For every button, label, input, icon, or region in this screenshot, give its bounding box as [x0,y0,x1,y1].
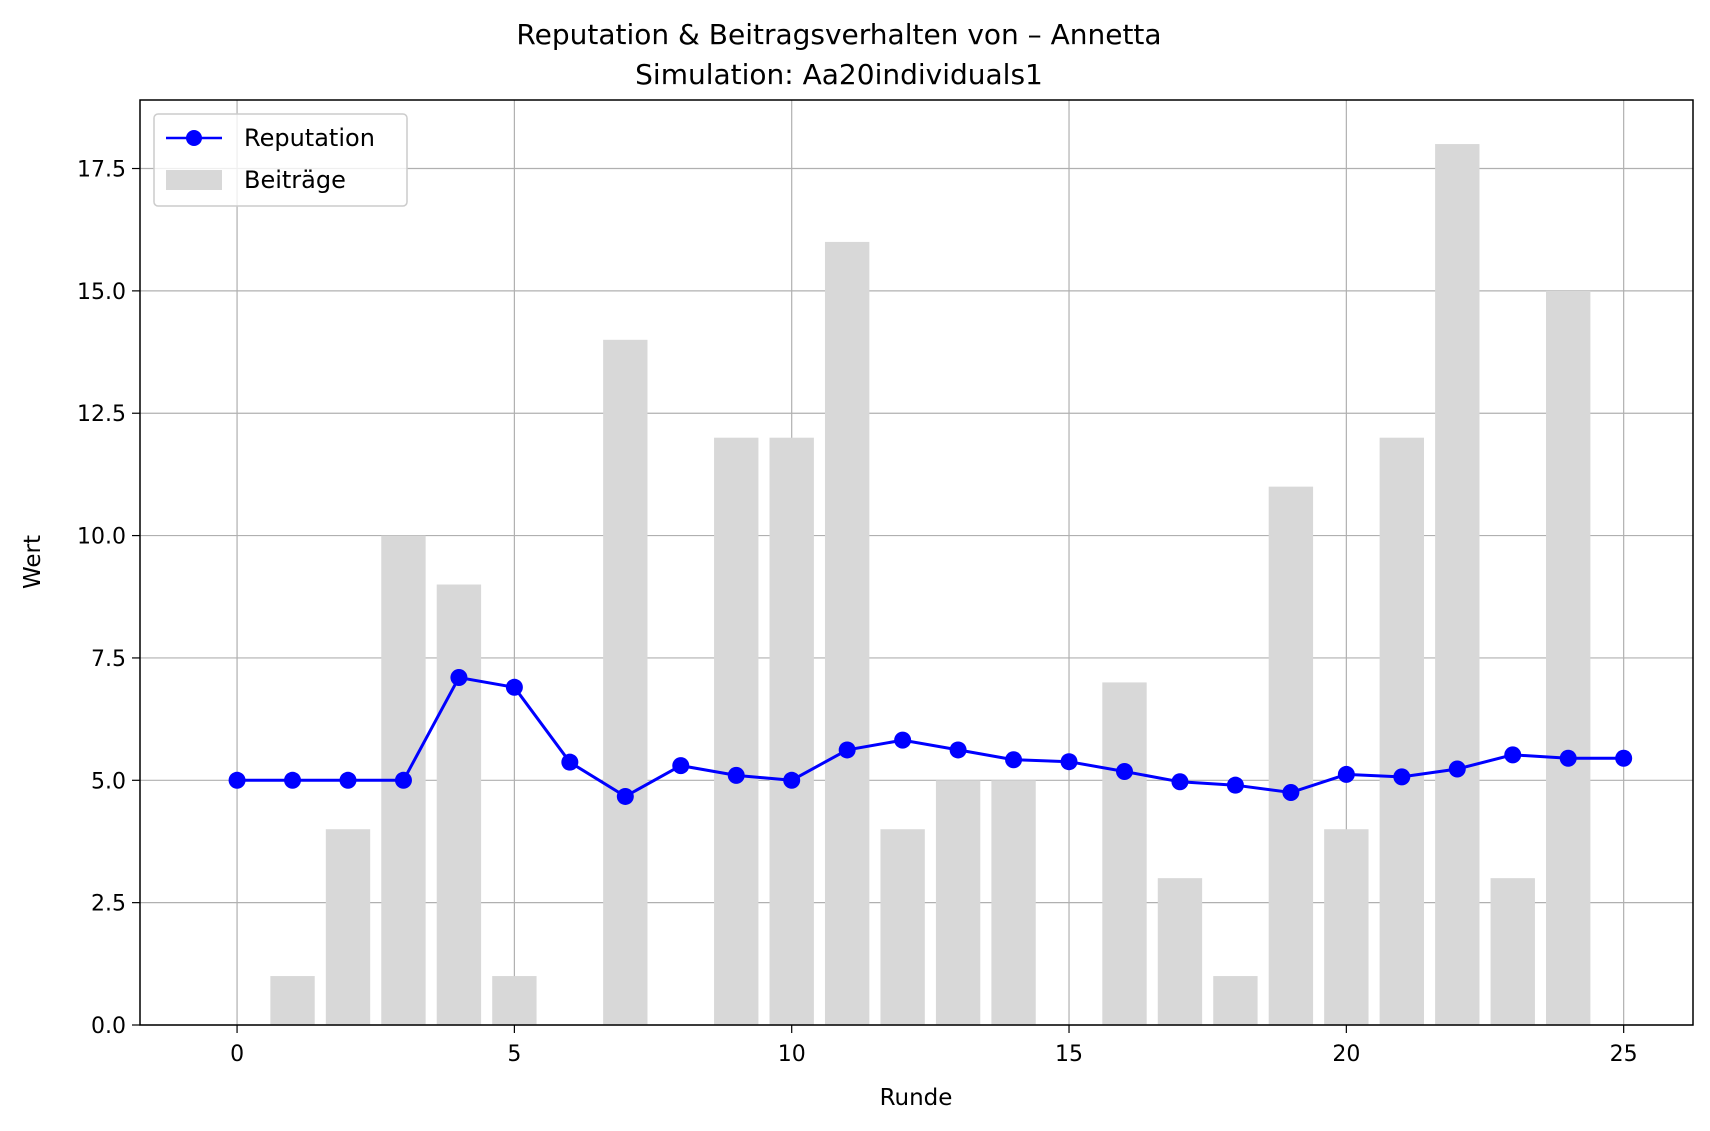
x-tick-label: 10 [778,1042,806,1067]
reputation-line [228,669,1633,805]
reputation-point [450,669,468,687]
reputation-point [1448,760,1466,778]
reputation-point [894,731,912,749]
plot-frame [139,99,1694,1026]
reputation-point [1615,749,1633,767]
reputation-point [561,753,579,771]
reputation-point [339,771,357,789]
bar [935,780,981,1025]
reputation-point [838,741,856,759]
y-tick-label: 2.5 [91,892,126,917]
y-tick-label: 5.0 [91,769,126,794]
reputation-point [228,771,246,789]
reputation-point [1171,773,1189,791]
legend: Reputation Beiträge [153,113,408,207]
legend-marker-swatch [186,130,202,146]
reputation-point [1337,765,1355,783]
bar [325,829,371,1025]
reputation-point [949,741,967,759]
chart-subtitle: Simulation: Aa20individuals1 [635,58,1043,91]
reputation-point [1559,749,1577,767]
bar [492,976,537,1025]
y-tick-label: 0.0 [91,1014,126,1039]
reputation-point [1060,753,1078,771]
bar [1268,486,1314,1025]
y-axis-label: Wert [20,535,46,589]
bars [270,144,1591,1026]
x-axis-label: Runde [880,1085,953,1111]
bar [603,339,648,1025]
reputation-point [783,771,801,789]
x-tick-label: 5 [507,1042,521,1067]
bar [436,584,482,1025]
x-tick-label: 20 [1332,1042,1360,1067]
bar [1435,144,1480,1026]
y-ticks: 0.0 2.5 5.0 7.5 10.0 12.5 15.0 17.5 [77,158,140,1039]
bar [1102,682,1147,1025]
reputation-point [1282,784,1300,802]
x-ticks: 0 5 10 15 20 25 [230,1025,1638,1067]
reputation-point [505,678,523,696]
legend-label-reputation: Reputation [244,124,375,152]
bar [1379,437,1424,1025]
reputation-point [394,771,412,789]
legend-label-beitraege: Beiträge [244,166,346,194]
reputation-point [284,771,302,789]
reputation-point [672,757,690,775]
bar [270,976,315,1025]
reputation-polyline [237,675,1624,799]
x-tick-label: 0 [230,1042,244,1067]
legend-bar-swatch [166,170,222,190]
bar [1546,290,1591,1025]
bar [714,437,759,1025]
y-tick-label: 17.5 [77,158,126,183]
chart-title: Reputation & Beitragsverhalten von – Ann… [516,18,1161,51]
bar [769,437,814,1025]
y-tick-label: 12.5 [77,402,126,427]
reputation-point [1115,762,1133,780]
reputation-point [1226,776,1244,794]
reputation-point [727,766,745,784]
y-tick-label: 15.0 [77,280,126,305]
bar [880,829,925,1025]
bar [1157,878,1203,1025]
y-tick-label: 7.5 [91,647,126,672]
x-tick-label: 25 [1610,1042,1638,1067]
reputation-point [1504,746,1522,764]
y-tick-label: 10.0 [77,525,126,550]
bar [1490,878,1535,1025]
bar [991,780,1036,1025]
bar [824,241,870,1025]
reputation-point [1393,768,1411,786]
bar [1213,976,1258,1025]
reputation-point [616,787,634,805]
x-tick-label: 15 [1055,1042,1083,1067]
bar [1324,829,1369,1025]
reputation-point [1005,751,1023,769]
